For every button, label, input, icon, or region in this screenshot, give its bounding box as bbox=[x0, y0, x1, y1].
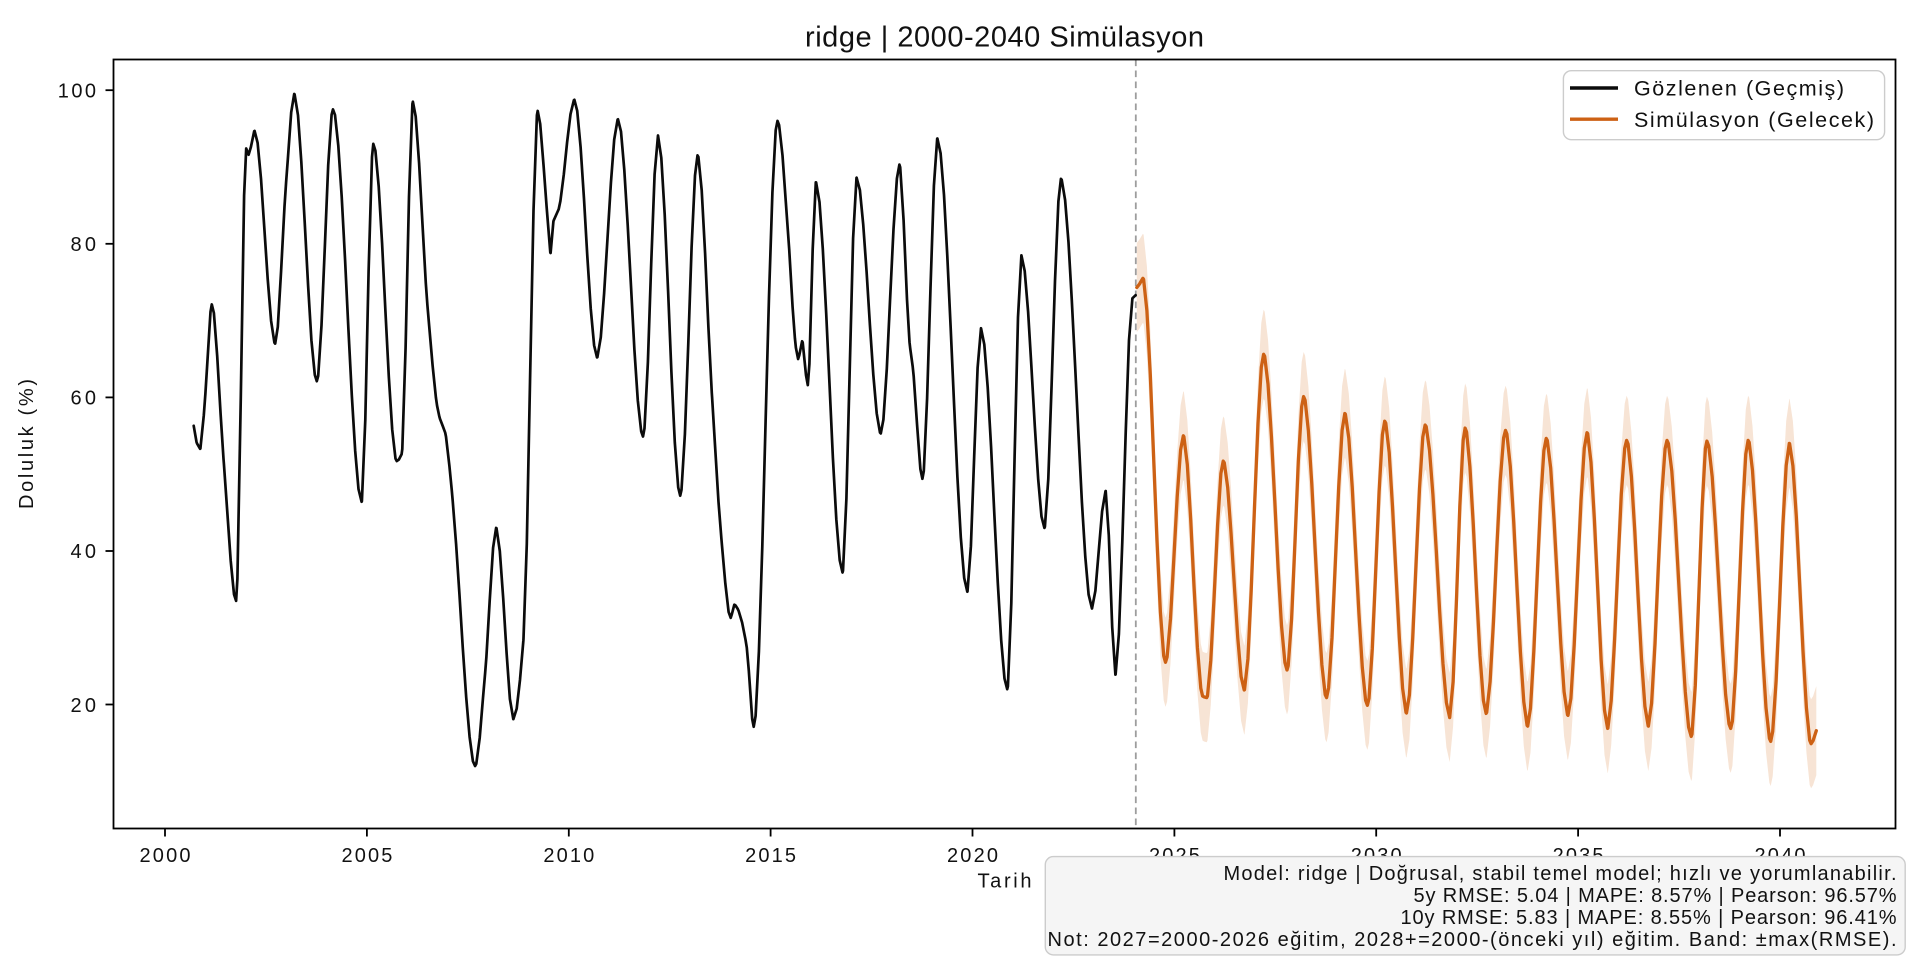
svg-text:10y RMSE: 5.83 | MAPE: 8.55% |: 10y RMSE: 5.83 | MAPE: 8.55% | Pearson: … bbox=[1401, 907, 1897, 929]
svg-text:Tarih: Tarih bbox=[978, 871, 1032, 893]
svg-text:Doluluk (%): Doluluk (%) bbox=[16, 379, 38, 509]
svg-text:ridge | 2000-2040 Simülasyon: ridge | 2000-2040 Simülasyon bbox=[805, 22, 1204, 54]
svg-text:5y RMSE: 5.04 | MAPE: 8.57% |: 5y RMSE: 5.04 | MAPE: 8.57% | Pearson: 9… bbox=[1414, 885, 1897, 907]
svg-text:100: 100 bbox=[58, 81, 96, 103]
svg-text:Model: ridge | Doğrusal, stabi: Model: ridge | Doğrusal, stabil temel mo… bbox=[1224, 863, 1897, 885]
svg-text:Gözlenen (Geçmiş): Gözlenen (Geçmiş) bbox=[1634, 77, 1844, 101]
svg-text:Not: 2027=2000-2026 eğitim, 20: Not: 2027=2000-2026 eğitim, 2028+=2000-(… bbox=[1048, 929, 1897, 951]
svg-text:Simülasyon (Gelecek): Simülasyon (Gelecek) bbox=[1634, 108, 1874, 132]
